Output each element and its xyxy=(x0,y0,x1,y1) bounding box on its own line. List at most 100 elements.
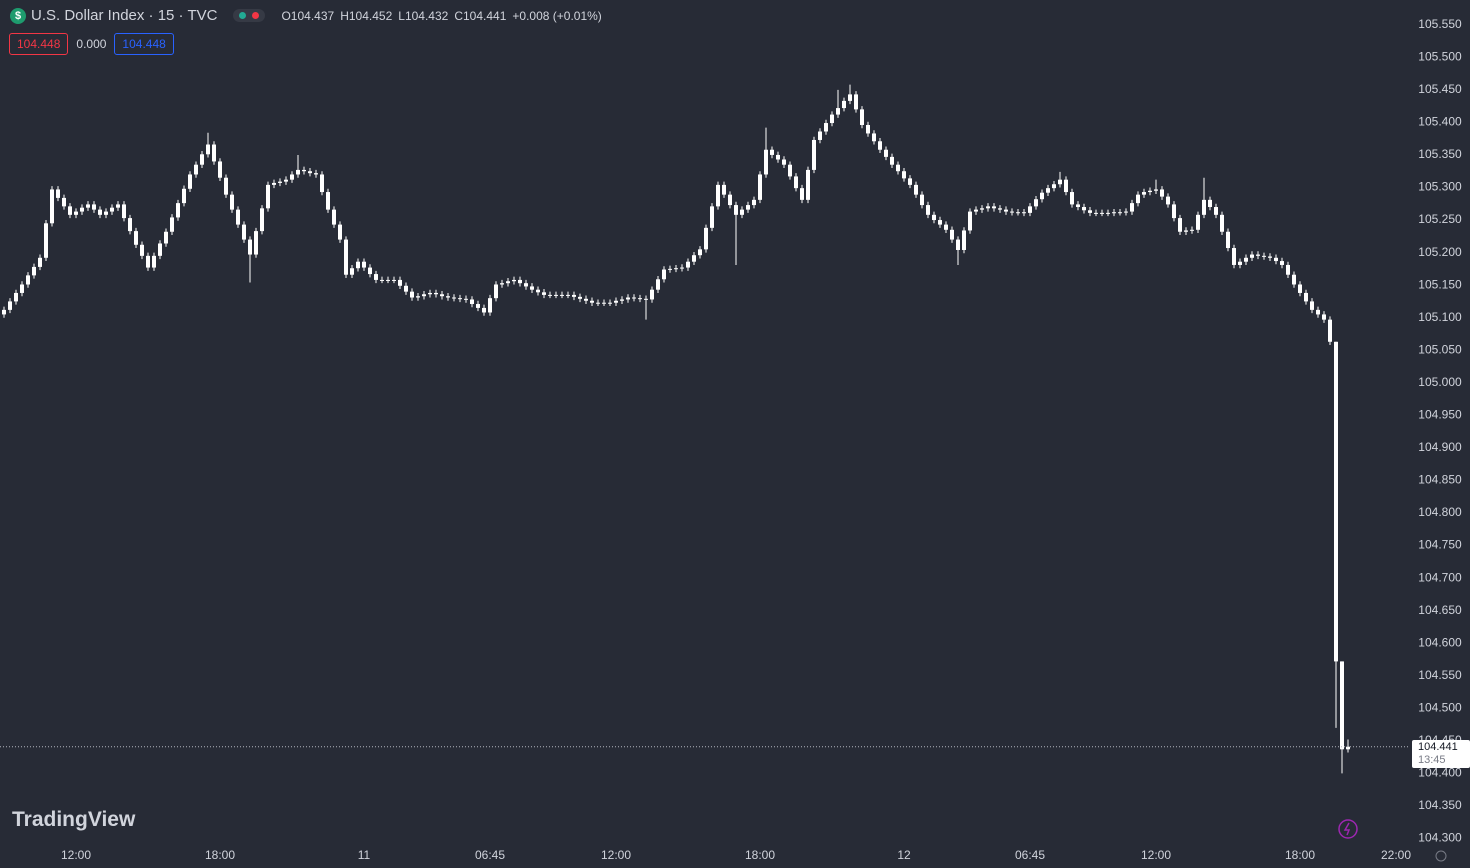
candle-body xyxy=(1148,190,1152,193)
candle-body xyxy=(260,208,264,232)
candle-body xyxy=(1202,199,1206,215)
candle-body xyxy=(638,298,642,300)
candle-body xyxy=(272,182,276,185)
candle-body xyxy=(908,178,912,185)
candle-body xyxy=(650,289,654,300)
symbol-header: $ U.S. Dollar Index · 15 · TVC O104.437 … xyxy=(10,7,602,24)
candle-body xyxy=(1340,661,1344,750)
candle-body xyxy=(524,283,528,287)
candle-body xyxy=(848,94,852,101)
candle-body xyxy=(1346,746,1350,750)
candle-body xyxy=(716,184,720,207)
ohlc-value: 104.437 xyxy=(290,8,335,23)
candle-body xyxy=(230,194,234,210)
candle-body xyxy=(800,188,804,200)
candle-body xyxy=(1238,261,1242,265)
candle-body xyxy=(1040,192,1044,200)
x-tick-label: 18:00 xyxy=(745,848,775,862)
change: +0.008 (+0.01%) xyxy=(512,8,602,23)
candle-body xyxy=(128,218,132,232)
candle-body xyxy=(1100,212,1104,214)
candle-body xyxy=(668,268,672,270)
sell-price[interactable]: 104.448 xyxy=(9,33,69,55)
candle-body xyxy=(1010,211,1014,213)
candle-body xyxy=(998,208,1002,210)
candle-body xyxy=(932,214,936,221)
candle-body xyxy=(572,294,576,297)
candle-body xyxy=(536,289,540,293)
candle-body xyxy=(608,302,612,304)
candle-body xyxy=(332,209,336,225)
candle-body xyxy=(704,227,708,250)
candle-body xyxy=(1142,192,1146,195)
y-tick-label: 105.550 xyxy=(1418,17,1462,31)
candle-body xyxy=(938,220,942,225)
candle-body xyxy=(2,309,6,315)
candle-body xyxy=(842,100,846,109)
candle-body xyxy=(776,154,780,160)
status-dot xyxy=(239,12,247,19)
candle-body xyxy=(134,231,138,245)
buy-price[interactable]: 104.448 xyxy=(114,33,174,55)
candle-body xyxy=(926,205,930,215)
candle-body xyxy=(878,141,882,150)
candle-body xyxy=(764,149,768,175)
symbol-title[interactable]: U.S. Dollar Index · 15 · TVC xyxy=(31,7,218,24)
candle-body xyxy=(494,284,498,299)
candle-body xyxy=(722,184,726,195)
spread: 0.000 xyxy=(76,37,107,51)
candle-body xyxy=(266,184,270,209)
candle-body xyxy=(782,159,786,165)
candle-body xyxy=(62,197,66,207)
x-tick-label: 18:00 xyxy=(1285,848,1315,862)
candle-body xyxy=(1130,203,1134,212)
candle-body xyxy=(548,294,552,296)
candle-body xyxy=(986,206,990,209)
y-tick-label: 104.800 xyxy=(1418,505,1462,519)
candle-body xyxy=(1196,214,1200,230)
candle-body xyxy=(80,207,84,212)
x-tick-label: 12 xyxy=(897,848,911,862)
candle-body xyxy=(320,174,324,193)
candle-body xyxy=(1136,194,1140,204)
y-tick-label: 105.050 xyxy=(1418,342,1462,356)
alert-icon[interactable] xyxy=(1338,819,1358,839)
candle-body xyxy=(362,261,366,268)
candle-body xyxy=(464,298,468,300)
candle-body xyxy=(476,304,480,308)
candle-body xyxy=(1088,210,1092,213)
candle-body xyxy=(746,205,750,210)
candle-body xyxy=(728,194,732,206)
candle-body xyxy=(1274,257,1278,262)
candle-body xyxy=(146,255,150,268)
price-label: 104.441 13:45 xyxy=(1412,740,1470,768)
candle-body xyxy=(980,208,984,210)
candle-body xyxy=(836,108,840,115)
candle-body xyxy=(860,109,864,125)
y-tick-label: 104.650 xyxy=(1418,603,1462,617)
candle-body xyxy=(110,207,114,212)
y-tick-label: 105.000 xyxy=(1418,375,1462,389)
candle-body xyxy=(680,267,684,269)
candle-body xyxy=(1220,214,1224,232)
ohlc-key: C xyxy=(454,8,463,23)
logo[interactable]: TradingView xyxy=(12,808,136,831)
candle-body xyxy=(290,174,294,180)
candle-body xyxy=(8,301,12,310)
candle-body xyxy=(122,204,126,219)
candle-body xyxy=(518,279,522,284)
candle-body xyxy=(1070,192,1074,205)
candle-body xyxy=(314,173,318,175)
candle-body xyxy=(1082,207,1086,211)
candle-body xyxy=(890,156,894,165)
candle-body xyxy=(554,294,558,296)
candle-body xyxy=(32,266,36,276)
candle-body xyxy=(428,292,432,295)
y-tick-label: 104.700 xyxy=(1418,570,1462,584)
candle-body xyxy=(176,203,180,218)
candle-body xyxy=(284,179,288,182)
candle-body xyxy=(824,123,828,132)
settings-icon[interactable] xyxy=(1435,850,1447,862)
candle-body xyxy=(512,279,516,282)
